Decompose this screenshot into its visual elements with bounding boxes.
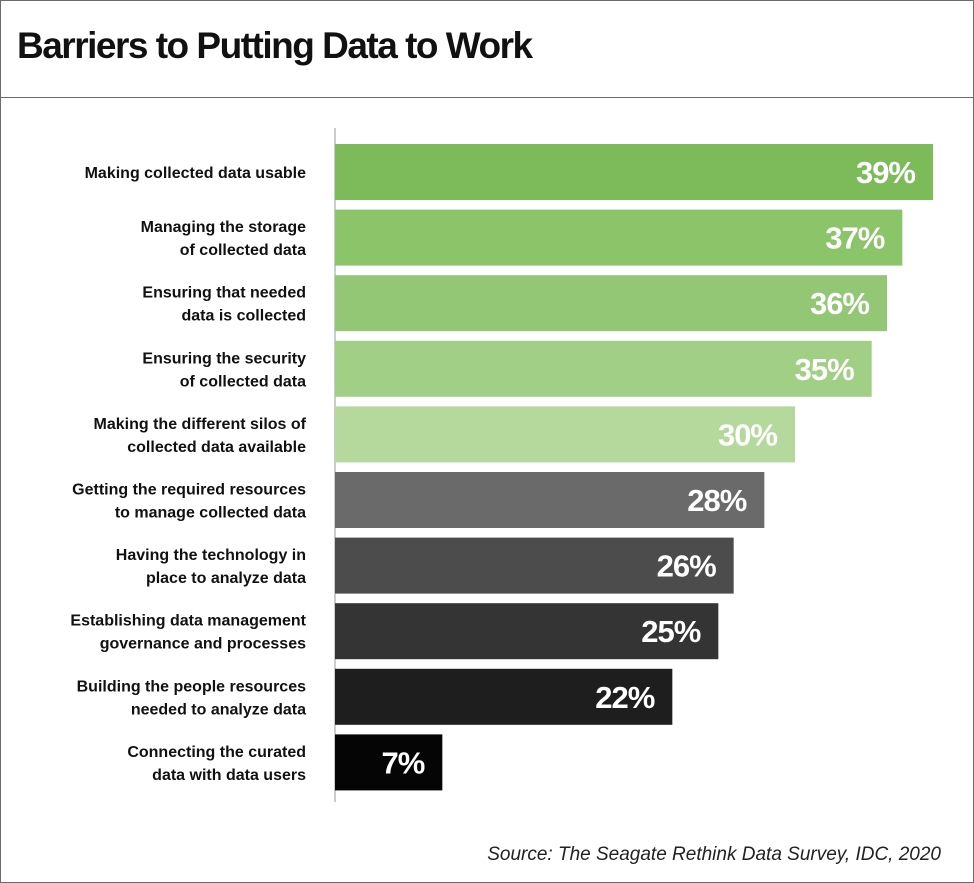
bar-value-label: 39% — [856, 155, 915, 190]
category-label: Making collected data usable — [85, 165, 307, 182]
category-label: Establishing data management governance a… — [70, 613, 306, 653]
category-label: Making the different silos of collected d… — [94, 416, 307, 456]
chart-title: Barriers to Putting Data to Work — [17, 25, 533, 66]
bar — [335, 472, 765, 528]
bar-value-label: 7% — [382, 745, 425, 780]
category-label: Ensuring the security of collected data — [142, 350, 306, 390]
bar — [335, 209, 903, 266]
bar-value-label: 30% — [718, 417, 777, 452]
bar-value-label: 26% — [657, 549, 716, 584]
bar-value-label: 22% — [595, 680, 654, 715]
category-label-line: collected data available — [127, 439, 306, 456]
category-label-line: Making the different silos of — [94, 416, 307, 433]
category-label-line: data with data users — [152, 767, 306, 784]
source-note: Source: The Seagate Rethink Data Survey,… — [487, 844, 941, 865]
category-label-line: Building the people resources — [77, 678, 306, 695]
category-label-line: of collected data — [180, 242, 306, 259]
category-label: Connecting the curated data with data use… — [127, 744, 306, 784]
bar — [335, 144, 933, 200]
category-label-line: Getting the required resources — [72, 482, 306, 499]
bar-value-label: 35% — [795, 352, 854, 387]
category-label-line: needed to analyze data — [131, 701, 306, 718]
bar — [335, 537, 734, 594]
bar-value-label: 25% — [641, 614, 700, 649]
category-label-line: place to analyze data — [146, 570, 306, 587]
category-label-line: Ensuring that needed — [142, 285, 306, 302]
category-label-line: Ensuring the security — [142, 350, 306, 367]
bar-value-label: 37% — [825, 221, 884, 256]
bar — [335, 340, 872, 397]
category-label-line: data is collected — [182, 308, 307, 325]
category-label: Getting the required resources to manage … — [72, 482, 306, 522]
bar — [335, 406, 795, 463]
category-label: Managing the storage of collected data — [141, 219, 306, 259]
category-label-line: Establishing data management — [70, 613, 306, 630]
bar — [335, 734, 443, 791]
category-label: Building the people resources needed to a… — [77, 678, 306, 718]
category-label-line: Connecting the curated — [127, 744, 306, 761]
category-label-line: Having the technology in — [116, 547, 306, 564]
category-label-line: of collected data — [180, 373, 306, 390]
bar — [335, 668, 673, 725]
category-label-line: Making collected data usable — [85, 165, 307, 182]
category-label-line: Managing the storage — [141, 219, 306, 236]
bar-value-label: 28% — [687, 483, 746, 518]
bar — [335, 275, 887, 332]
bar — [335, 603, 719, 660]
category-label-line: governance and processes — [100, 636, 306, 653]
bar-value-label: 36% — [810, 286, 869, 321]
category-label: Ensuring that needed data is collected — [142, 285, 306, 325]
category-label-line: to manage collected data — [115, 505, 306, 522]
category-label: Having the technology in place to analyze… — [116, 547, 306, 587]
title-bar: Barriers to Putting Data to Work — [1, 1, 973, 98]
